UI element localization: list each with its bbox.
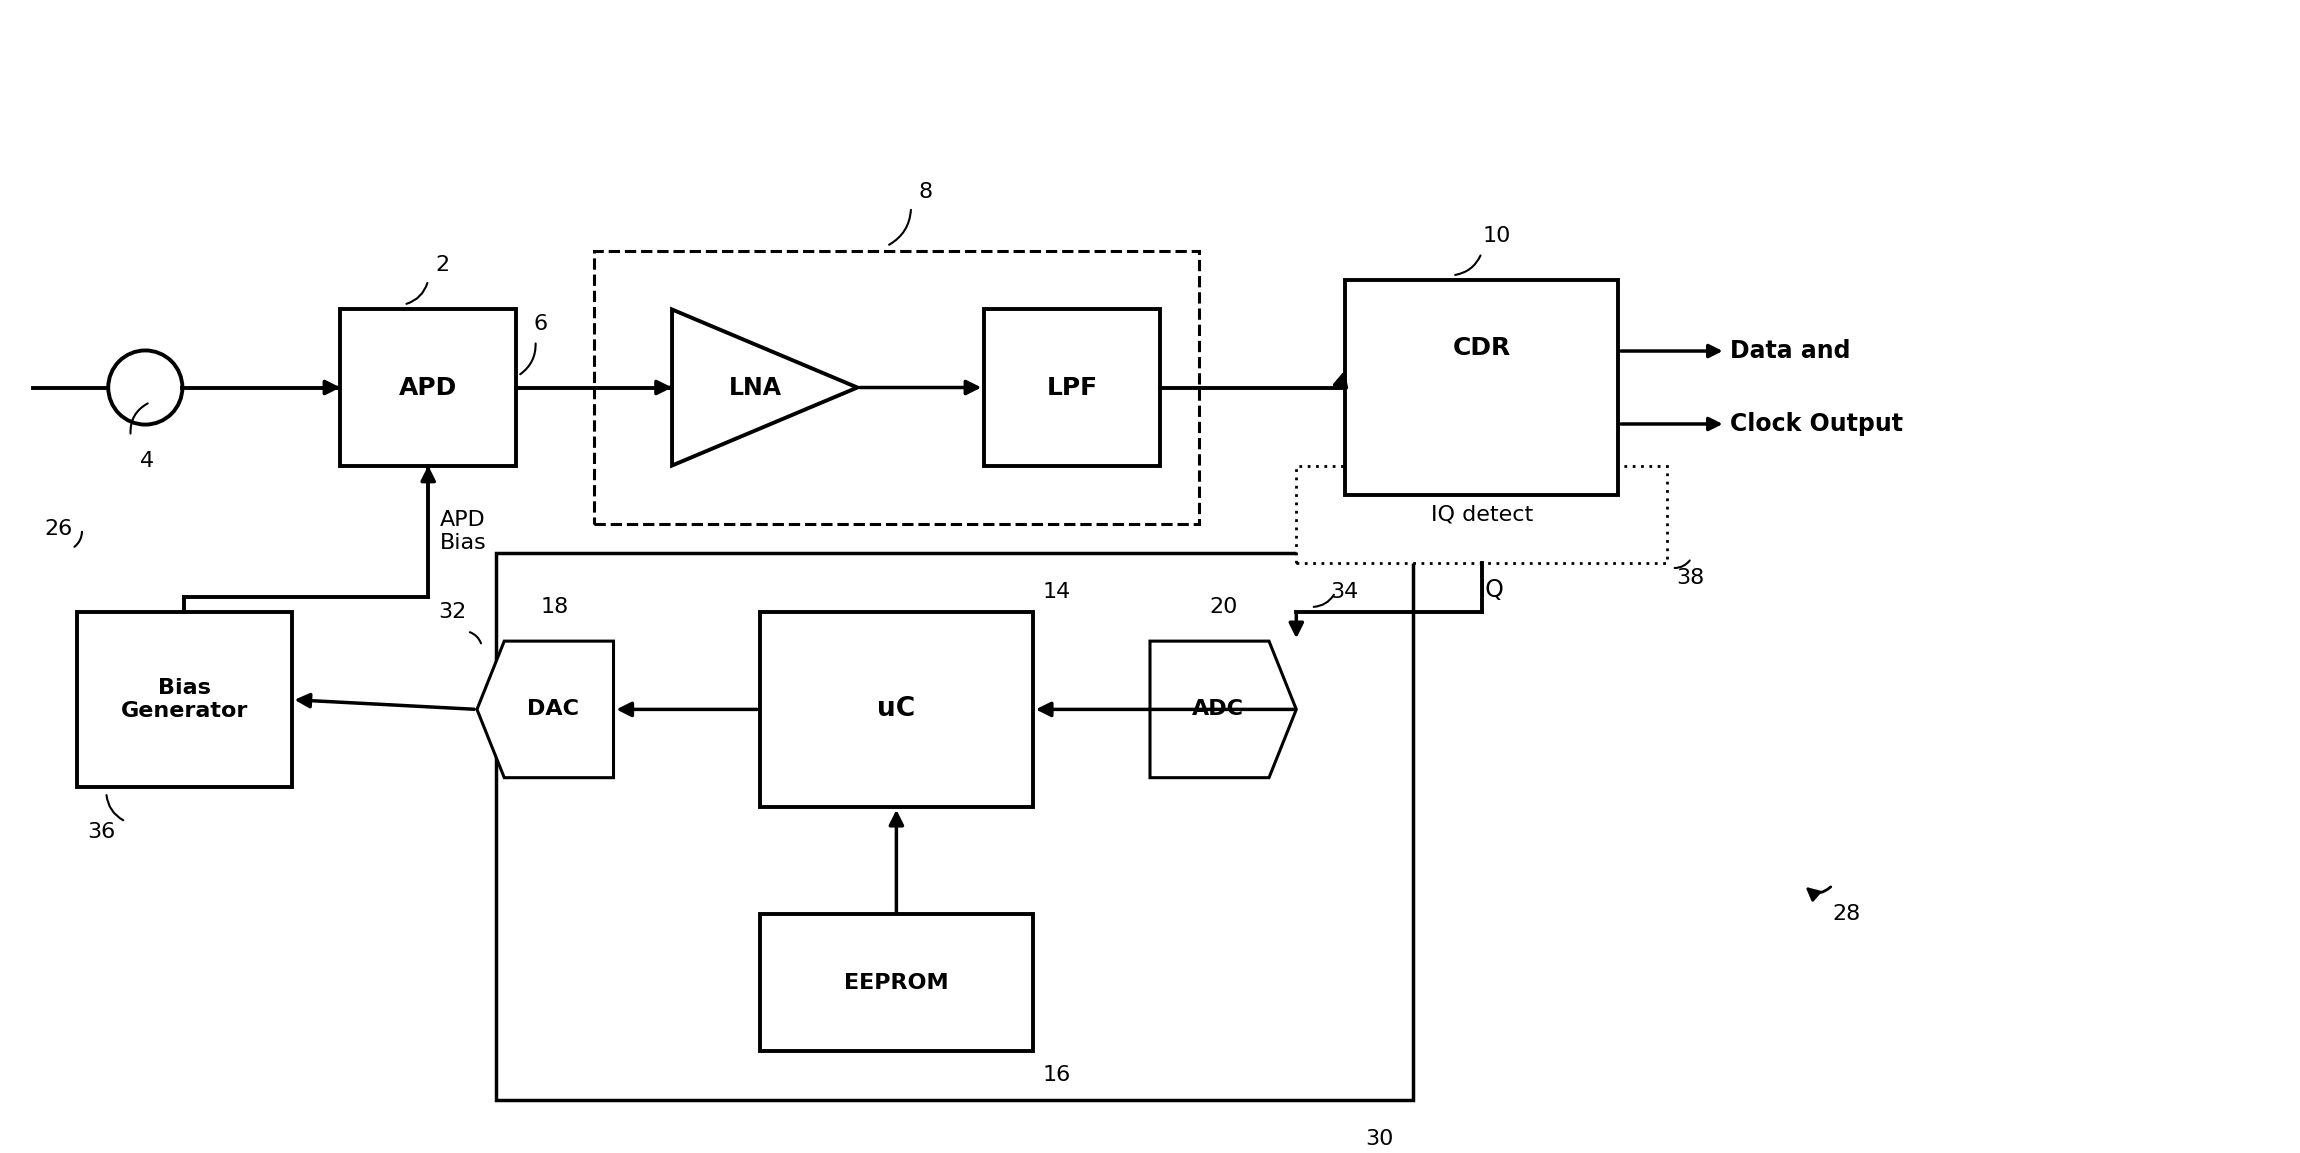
Text: 8: 8 (918, 182, 934, 202)
Text: 14: 14 (1042, 582, 1072, 602)
Text: LPF: LPF (1046, 376, 1097, 399)
Text: 38: 38 (1677, 568, 1704, 588)
Bar (76, 612, 292, 787)
Text: APD
Bias: APD Bias (439, 510, 488, 553)
Text: Bias
Generator: Bias Generator (120, 678, 248, 722)
Polygon shape (1150, 641, 1297, 777)
Text: DAC: DAC (527, 700, 580, 719)
Bar (759, 914, 1033, 1050)
Text: CDR: CDR (1454, 337, 1511, 361)
Text: 18: 18 (540, 597, 568, 617)
Text: 36: 36 (87, 822, 115, 842)
Polygon shape (672, 309, 858, 466)
Text: APD: APD (400, 376, 458, 399)
Bar (759, 612, 1033, 807)
Text: IQ: IQ (1479, 578, 1504, 602)
Text: ADC: ADC (1191, 700, 1244, 719)
Text: 6: 6 (534, 314, 547, 334)
Text: Data and: Data and (1730, 339, 1852, 363)
Bar (1346, 280, 1619, 495)
Text: 20: 20 (1210, 597, 1237, 617)
Text: uC: uC (876, 696, 915, 723)
Polygon shape (476, 641, 614, 777)
Text: 32: 32 (439, 602, 467, 621)
Text: 2: 2 (435, 255, 451, 276)
Text: 16: 16 (1042, 1065, 1072, 1085)
Text: Clock Output: Clock Output (1730, 412, 1904, 436)
Bar (984, 309, 1159, 466)
Text: LNA: LNA (729, 376, 782, 399)
Text: 26: 26 (44, 519, 71, 538)
Bar (1297, 466, 1668, 563)
Text: 10: 10 (1481, 226, 1511, 246)
Text: 30: 30 (1366, 1129, 1394, 1148)
Text: 28: 28 (1833, 904, 1861, 925)
Text: EEPROM: EEPROM (844, 972, 948, 993)
Bar (593, 251, 1198, 525)
Text: IQ detect: IQ detect (1431, 504, 1532, 525)
Text: 4: 4 (140, 451, 154, 470)
Bar (497, 553, 1414, 1100)
Bar (340, 309, 515, 466)
Text: 34: 34 (1329, 582, 1359, 602)
